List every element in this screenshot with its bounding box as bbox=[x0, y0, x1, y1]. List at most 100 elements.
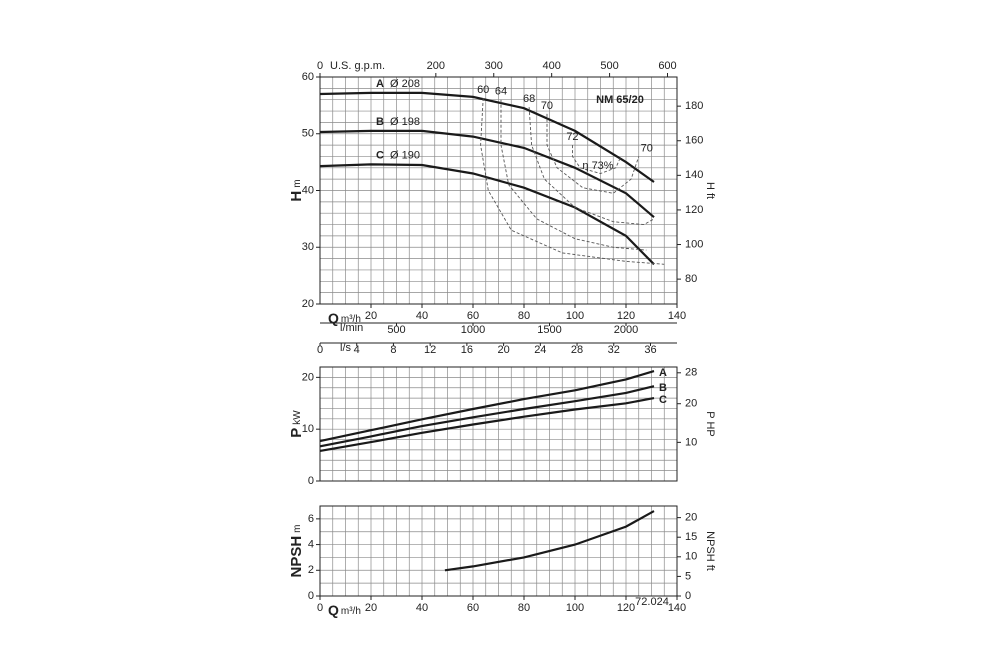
top-tick-label: 200 bbox=[427, 60, 445, 72]
y-axis-label: NPSH m bbox=[288, 524, 305, 577]
x-tick-label: 120 bbox=[617, 310, 635, 322]
curve-label: Ø 208 bbox=[390, 78, 420, 90]
y-tick-label: 20 bbox=[302, 371, 314, 383]
extra-tick-label: 32 bbox=[608, 344, 620, 356]
x-axis-unit: m³/h bbox=[341, 606, 361, 617]
efficiency-label: 72 bbox=[566, 131, 578, 143]
curve bbox=[319, 163, 655, 266]
extra-tick-label: 500 bbox=[387, 324, 405, 336]
extra-tick-label: 28 bbox=[571, 344, 583, 356]
efficiency-contour bbox=[480, 97, 665, 265]
extra-tick-label: 36 bbox=[644, 344, 656, 356]
curve-label: Ø 198 bbox=[390, 116, 420, 128]
x-tick-label: 60 bbox=[467, 602, 479, 614]
y-axis-unit: kW bbox=[292, 410, 303, 425]
curve-label: Ø 190 bbox=[390, 149, 420, 161]
top-tick-label: 400 bbox=[542, 60, 560, 72]
y-tick-label: 2 bbox=[308, 564, 314, 576]
curve-name: A bbox=[376, 78, 384, 90]
x-tick-label: 20 bbox=[365, 310, 377, 322]
y-axis-title: NPSH bbox=[288, 536, 305, 578]
x-tick-label: 100 bbox=[566, 602, 584, 614]
y2-axis-label: P HP bbox=[704, 411, 716, 436]
curve-name: C bbox=[376, 149, 384, 161]
y-tick-label: 40 bbox=[302, 184, 314, 196]
x-tick-label: 140 bbox=[668, 310, 686, 322]
efficiency-contour bbox=[546, 113, 640, 194]
y2-tick-label: 20 bbox=[685, 512, 697, 524]
y2-tick-label: 160 bbox=[685, 135, 703, 147]
annotation: η 73% bbox=[582, 160, 613, 172]
y-tick-label: 0 bbox=[308, 475, 314, 487]
extra-tick-label: 24 bbox=[534, 344, 546, 356]
x-axis-unit: m³/h bbox=[341, 314, 361, 325]
efficiency-label: 60 bbox=[477, 84, 489, 96]
x-axis-title: Q bbox=[328, 310, 339, 326]
efficiency-contour bbox=[528, 107, 655, 226]
y-axis-title: H bbox=[288, 191, 305, 202]
x-tick-label: 40 bbox=[416, 310, 428, 322]
y-axis-unit: m bbox=[292, 524, 303, 532]
curve bbox=[319, 385, 655, 448]
extra-axis-label: l/s bbox=[340, 342, 352, 354]
extra-tick-label: 20 bbox=[497, 344, 509, 356]
x-tick-label: 80 bbox=[518, 602, 530, 614]
y2-tick-label: 0 bbox=[685, 590, 691, 602]
x-tick-label: 40 bbox=[416, 602, 428, 614]
efficiency-contour bbox=[572, 145, 622, 174]
chart-title: NM 65/20 bbox=[596, 94, 644, 106]
y-tick-label: 10 bbox=[302, 423, 314, 435]
extra-tick-label: 0 bbox=[317, 344, 323, 356]
extra-tick-label: 12 bbox=[424, 344, 436, 356]
efficiency-label: 64 bbox=[495, 86, 507, 98]
curve bbox=[319, 397, 655, 452]
y-tick-label: 6 bbox=[308, 513, 314, 525]
y-tick-label: 60 bbox=[302, 71, 314, 83]
curve-name: C bbox=[659, 394, 667, 406]
extra-tick-label: 1000 bbox=[461, 324, 485, 336]
note: 72.024 bbox=[635, 596, 669, 608]
y-tick-label: 0 bbox=[308, 590, 314, 602]
y2-tick-label: 15 bbox=[685, 531, 697, 543]
curve bbox=[319, 129, 655, 219]
extra-axis-label: l/min bbox=[340, 322, 363, 334]
y-axis-label: PkW bbox=[288, 410, 305, 438]
y2-tick-label: 28 bbox=[685, 367, 697, 379]
efficiency-contour bbox=[500, 99, 647, 251]
efficiency-label: 70 bbox=[641, 142, 653, 154]
x-tick-label: 60 bbox=[467, 310, 479, 322]
y-axis-unit: m bbox=[292, 179, 303, 187]
y2-tick-label: 180 bbox=[685, 100, 703, 112]
top-tick-label: 500 bbox=[600, 60, 618, 72]
x-tick-label: 100 bbox=[566, 310, 584, 322]
y2-tick-label: 100 bbox=[685, 238, 703, 250]
y-axis-title: P bbox=[288, 428, 305, 438]
top-tick-label: 300 bbox=[485, 60, 503, 72]
curve bbox=[444, 510, 655, 572]
y2-tick-label: 10 bbox=[685, 436, 697, 448]
y2-axis-label: H ft bbox=[704, 182, 716, 199]
top-tick-label: 0 bbox=[317, 60, 323, 72]
extra-tick-label: 1500 bbox=[537, 324, 561, 336]
y-tick-label: 50 bbox=[302, 128, 314, 140]
curve-name: B bbox=[659, 382, 667, 394]
x-tick-label: 20 bbox=[365, 602, 377, 614]
y-tick-label: 30 bbox=[302, 241, 314, 253]
extra-tick-label: 2000 bbox=[614, 324, 638, 336]
curve-name: B bbox=[376, 116, 384, 128]
curve bbox=[319, 370, 655, 443]
extra-tick-label: 4 bbox=[354, 344, 360, 356]
y2-tick-label: 80 bbox=[685, 273, 697, 285]
x-tick-label: 140 bbox=[668, 602, 686, 614]
efficiency-label: 70 bbox=[541, 100, 553, 112]
y2-tick-label: 140 bbox=[685, 169, 703, 181]
x-axis-title: Q bbox=[328, 602, 339, 618]
top-tick-label: 600 bbox=[658, 60, 676, 72]
y2-tick-label: 120 bbox=[685, 204, 703, 216]
y-tick-label: 20 bbox=[302, 298, 314, 310]
curve-name: A bbox=[659, 367, 667, 379]
y-tick-label: 4 bbox=[308, 538, 314, 550]
